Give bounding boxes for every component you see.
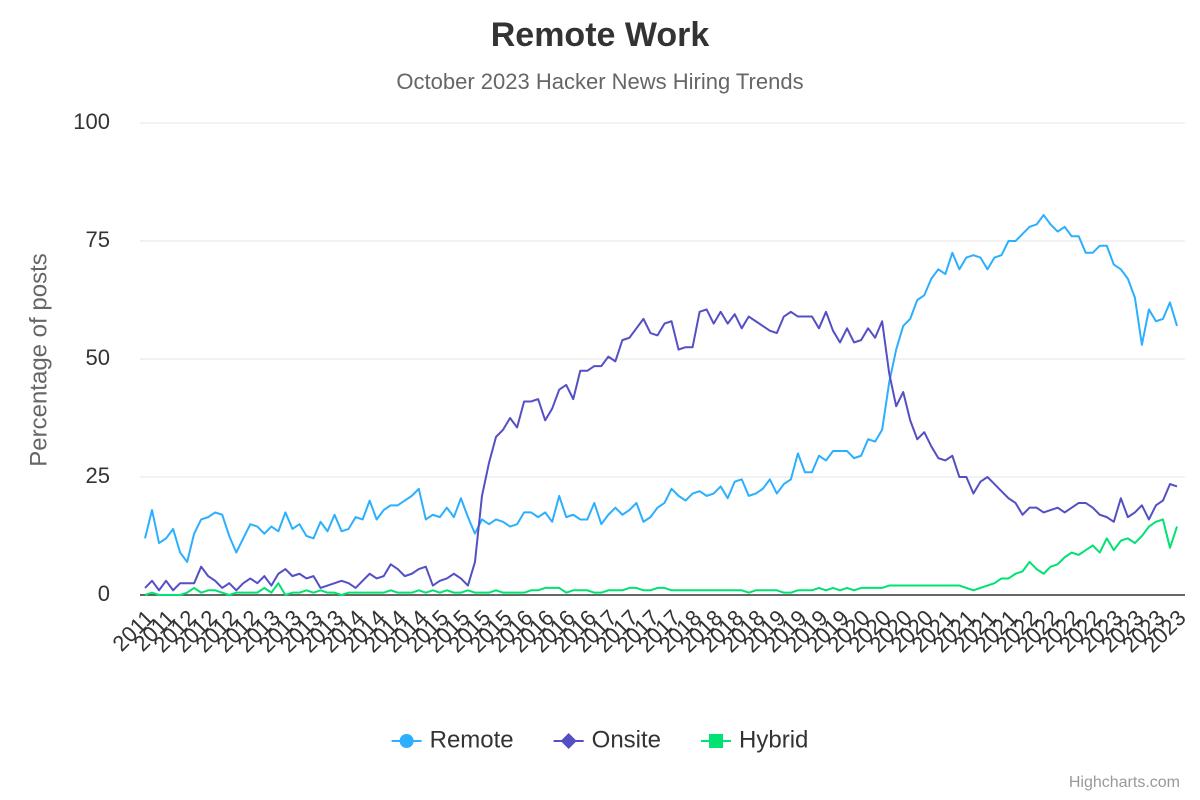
legend-label: Remote: [430, 726, 514, 753]
y-tick-label: 100: [73, 109, 110, 134]
legend-marker: [709, 734, 724, 748]
series-line: [144, 308, 1178, 592]
legend-item: Onsite: [553, 726, 661, 753]
series-line: [144, 214, 1178, 563]
legend-label: Hybrid: [739, 726, 808, 753]
y-axis-title: Percentage of posts: [25, 253, 52, 466]
legend-item: Hybrid: [701, 726, 808, 753]
credits: Highcharts.com: [1069, 774, 1180, 791]
legend-label: Onsite: [592, 726, 661, 753]
y-tick-label: 50: [86, 345, 110, 370]
y-tick-label: 0: [98, 581, 110, 606]
series-line: [144, 518, 1178, 596]
y-tick-label: 75: [86, 227, 110, 252]
chart-subtitle: October 2023 Hacker News Hiring Trends: [396, 69, 803, 94]
legend-item: Remote: [391, 726, 514, 753]
legend: Remote Onsite Hybrid: [391, 726, 808, 753]
y-tick-label: 25: [86, 463, 110, 488]
legend-marker: [399, 734, 414, 748]
chart-title: Remote Work: [491, 16, 710, 54]
legend-marker: [560, 733, 577, 749]
